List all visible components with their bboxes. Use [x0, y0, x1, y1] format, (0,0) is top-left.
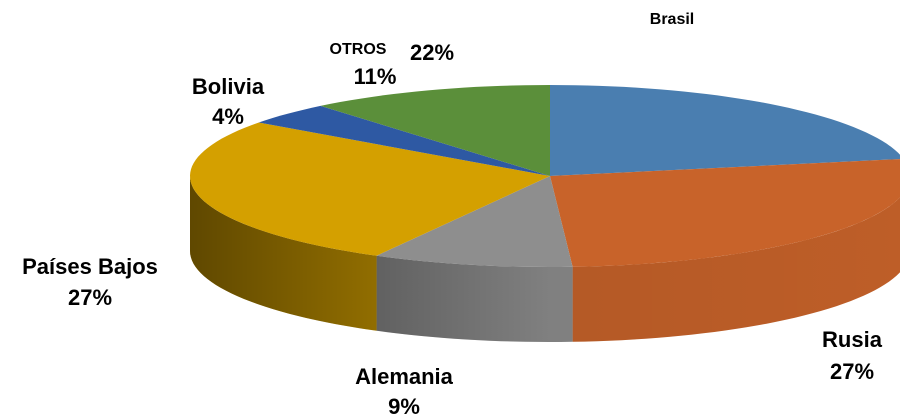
slice-value-label: 27%	[830, 359, 874, 384]
slice-label: OTROS	[330, 41, 387, 58]
slice-label: Rusia	[822, 327, 883, 352]
slice-value-label: 9%	[388, 394, 420, 416]
slice-label: Brasil	[650, 11, 694, 28]
side-shade	[190, 176, 900, 342]
slice	[190, 122, 550, 256]
slice-label: Alemania	[355, 364, 454, 389]
slice	[320, 85, 550, 176]
slice	[258, 105, 550, 176]
slice-label: Bolivia	[192, 74, 265, 99]
slice-label: Países Bajos	[22, 254, 158, 279]
slice	[376, 176, 573, 267]
slice-value-label: 4%	[212, 104, 244, 129]
slice-value-label: 22%	[410, 40, 454, 65]
slice	[550, 85, 900, 176]
slice-value-label: 11%	[354, 64, 397, 89]
slice-value-label: 27%	[68, 285, 112, 310]
slice	[550, 159, 900, 267]
